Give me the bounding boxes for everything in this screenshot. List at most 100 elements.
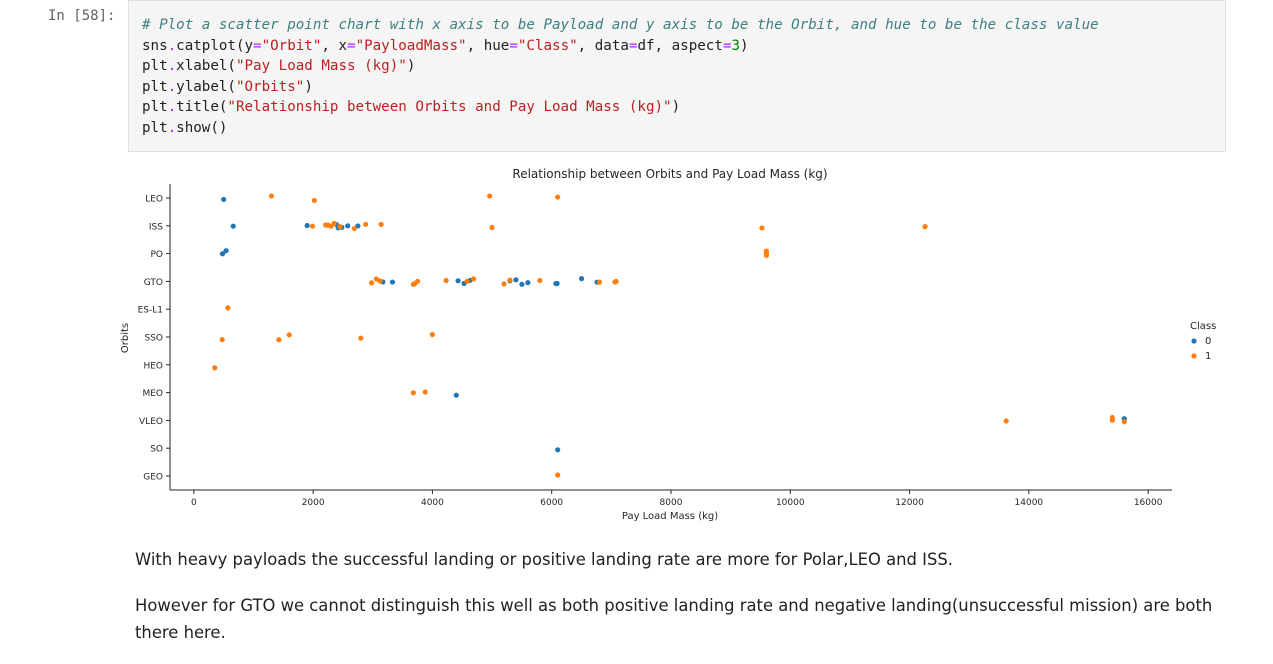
- y-tick-label: HEO: [143, 361, 163, 371]
- code-token: "PayloadMass": [355, 37, 467, 54]
- code-token: .: [167, 99, 177, 115]
- code-token: df, aspect: [637, 37, 723, 54]
- legend-marker: [1191, 353, 1197, 359]
- scatter-point-class-1: [331, 220, 337, 227]
- code-token: =: [253, 37, 262, 54]
- code-token: # Plot a scatter point chart with x axis…: [142, 17, 1099, 33]
- scatter-point-class-1: [429, 331, 436, 338]
- scatter-point-class-1: [555, 472, 561, 478]
- y-tick-label: ISS: [149, 222, 163, 232]
- scatter-point-class-1: [1109, 414, 1115, 421]
- code-token: xlabel(: [176, 58, 236, 74]
- scatter-point-class-1: [763, 252, 770, 259]
- code-token: =: [722, 37, 732, 54]
- x-tick-label: 8000: [660, 498, 683, 508]
- code-token: show(): [176, 119, 228, 136]
- scatter-point-class-1: [1121, 419, 1127, 425]
- y-tick-label: MEO: [142, 389, 163, 399]
- scatter-point-class-1: [443, 277, 449, 284]
- code-line: # Plot a scatter point chart with x axis…: [142, 17, 1099, 33]
- scatter-point-class-0: [555, 447, 561, 453]
- code-token: "Class": [517, 37, 578, 54]
- x-axis-label: Pay Load Mass (kg): [622, 511, 718, 522]
- scatter-point-class-1: [378, 221, 384, 227]
- scatter-point-class-1: [922, 224, 928, 230]
- code-token: ): [406, 58, 416, 74]
- scatter-point-class-0: [455, 278, 461, 284]
- scatter-point-class-1: [268, 193, 274, 199]
- code-token: ): [671, 99, 681, 115]
- scatter-point-class-1: [414, 278, 421, 284]
- x-tick-label: 2000: [302, 498, 325, 508]
- x-tick-label: 14000: [1015, 498, 1044, 508]
- code-token: , hue: [466, 37, 510, 54]
- scatter-point-class-0: [513, 277, 519, 283]
- scatter-point-class-1: [537, 277, 543, 284]
- x-tick-label: 0: [191, 498, 197, 508]
- scatter-point-class-1: [470, 276, 477, 282]
- code-cell[interactable]: # Plot a scatter point chart with x axis…: [128, 0, 1226, 152]
- code-token: plt: [142, 58, 168, 74]
- code-token: .: [167, 119, 177, 136]
- code-token: sns: [142, 37, 168, 54]
- scatter-point-class-1: [613, 278, 619, 285]
- y-tick-label: SO: [150, 445, 163, 455]
- scatter-point-class-1: [363, 221, 369, 227]
- scatter-point-class-0: [519, 281, 525, 287]
- y-tick-label: GEO: [143, 473, 163, 483]
- scatter-point-class-1: [507, 277, 513, 283]
- y-tick-label: GTO: [144, 278, 163, 288]
- code-token: ): [739, 37, 749, 54]
- markdown-paragraph: With heavy payloads the successful landi…: [135, 550, 954, 569]
- code-editor[interactable]: # Plot a scatter point chart with x axis…: [142, 15, 1099, 138]
- legend-entry-label: 1: [1205, 351, 1211, 362]
- scatter-point-class-1: [351, 225, 357, 232]
- scatter-point-class-1: [337, 224, 343, 230]
- y-tick-label: LEO: [145, 195, 163, 205]
- scatter-point-class-1: [489, 224, 495, 231]
- legend-entry-label: 0: [1205, 336, 1211, 347]
- x-tick-label: 4000: [421, 498, 444, 508]
- legend-marker: [1191, 338, 1197, 344]
- scatter-point-class-1: [596, 279, 603, 285]
- code-line: plt.xlabel("Pay Load Mass (kg)"): [142, 58, 415, 74]
- scatter-point-class-1: [1003, 418, 1009, 424]
- code-token: ylabel(: [176, 78, 236, 95]
- code-token: catplot(y: [176, 37, 254, 54]
- markdown-paragraph: However for GTO we cannot distinguish th…: [135, 596, 1213, 642]
- scatter-point-class-1: [368, 280, 375, 286]
- x-tick-label: 12000: [895, 498, 924, 508]
- scatter-point-class-1: [276, 337, 282, 343]
- code-token: plt: [142, 78, 168, 95]
- scrollbar-track[interactable]: [1254, 0, 1273, 664]
- x-tick-label: 10000: [776, 498, 805, 508]
- code-line: plt.ylabel("Orbits"): [142, 79, 313, 95]
- code-token: =: [509, 37, 518, 54]
- code-token: , x: [321, 37, 348, 54]
- scatter-point-class-0: [304, 222, 310, 229]
- code-token: plt: [142, 119, 168, 136]
- scatter-point-class-1: [311, 197, 317, 204]
- scatter-point-class-1: [422, 389, 428, 395]
- scatter-chart: 0 2000 4000 6000 8000 10000 12000 14000 16000 LEO…: [120, 167, 1216, 522]
- code-token: plt: [142, 99, 168, 115]
- scatter-point-class-0: [230, 223, 236, 229]
- code-token: title(: [176, 99, 228, 115]
- y-tick-label: SSO: [144, 334, 163, 344]
- scatter-point-class-1: [225, 305, 231, 311]
- code-token: .: [167, 58, 177, 74]
- scatter-point-class-1: [487, 193, 493, 199]
- scatter-point-class-0: [578, 276, 585, 282]
- scatter-point-class-1: [759, 225, 765, 231]
- scatter-point-class-1: [219, 337, 225, 343]
- scatter-point-class-1: [212, 365, 218, 371]
- cell-prompt: In [58]:: [48, 8, 116, 24]
- scatter-point-class-0: [453, 392, 459, 398]
- code-line: sns.catplot(y="Orbit", x="PayloadMass", …: [142, 38, 749, 54]
- scatter-point-class-0: [554, 280, 560, 287]
- x-tick-label: 6000: [540, 498, 563, 508]
- code-token: .: [167, 78, 177, 95]
- y-axis-label: Orbits: [120, 323, 131, 353]
- scatter-point-class-0: [355, 223, 361, 229]
- y-tick-label: VLEO: [139, 417, 163, 427]
